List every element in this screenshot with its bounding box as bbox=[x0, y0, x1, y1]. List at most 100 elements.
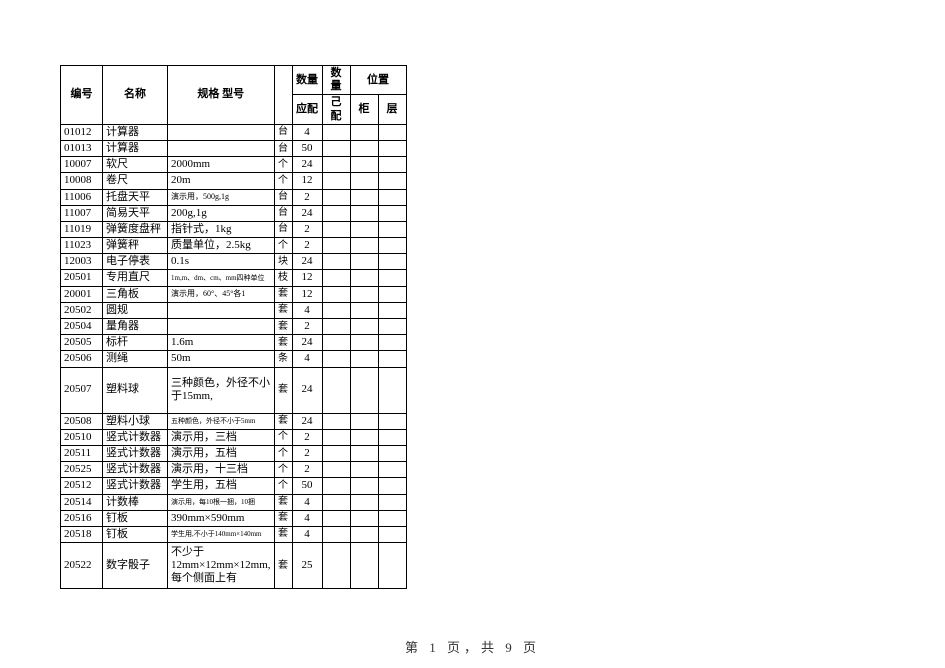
cell-qty2 bbox=[322, 335, 350, 351]
cell-pos2 bbox=[378, 189, 406, 205]
cell-qty2 bbox=[322, 286, 350, 302]
cell-spec: 学生用，五档 bbox=[168, 478, 275, 494]
cell-pos2 bbox=[378, 173, 406, 189]
cell-unit: 个 bbox=[274, 462, 292, 478]
cell-spec: 演示用，十三档 bbox=[168, 462, 275, 478]
cell-pos1 bbox=[350, 189, 378, 205]
cell-qty1: 2 bbox=[292, 462, 322, 478]
table-row: 20507塑料球三种颜色，外径不小于15mm,套24 bbox=[61, 367, 407, 413]
cell-id: 20512 bbox=[61, 478, 103, 494]
cell-qty2 bbox=[322, 173, 350, 189]
cell-pos1 bbox=[350, 205, 378, 221]
cell-pos1 bbox=[350, 221, 378, 237]
table-row: 20522数字骰子不少于12mm×12mm×12mm,每个侧面上有套25 bbox=[61, 543, 407, 589]
cell-id: 20508 bbox=[61, 413, 103, 429]
cell-qty2 bbox=[322, 254, 350, 270]
cell-spec: 演示用，60°、45°各1 bbox=[168, 286, 275, 302]
cell-unit: 块 bbox=[274, 254, 292, 270]
cell-pos1 bbox=[350, 462, 378, 478]
cell-spec: 指针式，1kg bbox=[168, 221, 275, 237]
cell-id: 10007 bbox=[61, 157, 103, 173]
cell-name: 竖式计数器 bbox=[103, 429, 168, 445]
cell-id: 20505 bbox=[61, 335, 103, 351]
cell-spec bbox=[168, 302, 275, 318]
cell-id: 20001 bbox=[61, 286, 103, 302]
cell-spec: 学生用,不小于140mm×140mm bbox=[168, 526, 275, 542]
header-row-1: 编号 名称 规格 型号 数量 数量 位置 bbox=[61, 66, 407, 95]
footer-current: 1 bbox=[429, 640, 440, 655]
cell-qty1: 4 bbox=[292, 351, 322, 367]
cell-pos2 bbox=[378, 367, 406, 413]
table-row: 12003电子停表0.1s块24 bbox=[61, 254, 407, 270]
cell-pos2 bbox=[378, 157, 406, 173]
cell-name: 塑料小球 bbox=[103, 413, 168, 429]
cell-qty2 bbox=[322, 140, 350, 156]
cell-qty1: 4 bbox=[292, 494, 322, 510]
header-qty2: 己配 bbox=[322, 95, 350, 124]
cell-pos1 bbox=[350, 173, 378, 189]
cell-name: 托盘天平 bbox=[103, 189, 168, 205]
cell-name: 塑料球 bbox=[103, 367, 168, 413]
header-spec: 规格 型号 bbox=[168, 66, 275, 125]
cell-spec: 1.6m bbox=[168, 335, 275, 351]
cell-name: 计算器 bbox=[103, 124, 168, 140]
cell-name: 测绳 bbox=[103, 351, 168, 367]
cell-unit: 个 bbox=[274, 429, 292, 445]
cell-pos1 bbox=[350, 124, 378, 140]
cell-unit: 台 bbox=[274, 140, 292, 156]
cell-pos2 bbox=[378, 319, 406, 335]
cell-id: 01013 bbox=[61, 140, 103, 156]
header-qty-group-2: 数量 bbox=[322, 66, 350, 95]
cell-name: 软尺 bbox=[103, 157, 168, 173]
cell-spec: 1m,m、dm、cm、mm四种单位 bbox=[168, 270, 275, 286]
cell-qty2 bbox=[322, 526, 350, 542]
table-row: 20505标杆1.6m套24 bbox=[61, 335, 407, 351]
cell-pos1 bbox=[350, 543, 378, 589]
cell-qty2 bbox=[322, 205, 350, 221]
cell-id: 20504 bbox=[61, 319, 103, 335]
cell-id: 10008 bbox=[61, 173, 103, 189]
cell-pos1 bbox=[350, 413, 378, 429]
cell-unit: 个 bbox=[274, 478, 292, 494]
cell-spec: 五种颜色，外径不小于5mm bbox=[168, 413, 275, 429]
cell-id: 20518 bbox=[61, 526, 103, 542]
cell-qty1: 24 bbox=[292, 335, 322, 351]
cell-qty1: 24 bbox=[292, 254, 322, 270]
cell-qty1: 4 bbox=[292, 302, 322, 318]
cell-qty1: 2 bbox=[292, 238, 322, 254]
table-row: 11019弹簧度盘秤指针式，1kg台2 bbox=[61, 221, 407, 237]
cell-name: 卷尺 bbox=[103, 173, 168, 189]
cell-spec: 390mm×590mm bbox=[168, 510, 275, 526]
cell-id: 20510 bbox=[61, 429, 103, 445]
cell-pos2 bbox=[378, 335, 406, 351]
cell-id: 20511 bbox=[61, 445, 103, 461]
cell-unit: 套 bbox=[274, 335, 292, 351]
cell-spec: 演示用，五档 bbox=[168, 445, 275, 461]
cell-pos1 bbox=[350, 478, 378, 494]
cell-name: 弹簧度盘秤 bbox=[103, 221, 168, 237]
cell-qty2 bbox=[322, 238, 350, 254]
cell-qty1: 2 bbox=[292, 319, 322, 335]
cell-qty1: 12 bbox=[292, 270, 322, 286]
table-row: 11007简易天平200g,1g台24 bbox=[61, 205, 407, 221]
cell-name: 竖式计数器 bbox=[103, 462, 168, 478]
cell-name: 专用直尺 bbox=[103, 270, 168, 286]
cell-id: 12003 bbox=[61, 254, 103, 270]
cell-pos1 bbox=[350, 157, 378, 173]
cell-qty2 bbox=[322, 478, 350, 494]
cell-unit: 套 bbox=[274, 319, 292, 335]
cell-unit: 条 bbox=[274, 351, 292, 367]
cell-spec: 演示用，500g,1g bbox=[168, 189, 275, 205]
cell-spec: 20m bbox=[168, 173, 275, 189]
cell-qty2 bbox=[322, 351, 350, 367]
table-container: 编号 名称 规格 型号 数量 数量 位置 应配 己配 柜 层 01012计算器台… bbox=[60, 65, 407, 589]
cell-pos2 bbox=[378, 221, 406, 237]
cell-name: 钉板 bbox=[103, 510, 168, 526]
cell-qty2 bbox=[322, 494, 350, 510]
cell-name: 计算器 bbox=[103, 140, 168, 156]
cell-qty1: 24 bbox=[292, 413, 322, 429]
header-id: 编号 bbox=[61, 66, 103, 125]
cell-pos2 bbox=[378, 351, 406, 367]
cell-unit: 个 bbox=[274, 173, 292, 189]
table-row: 10007软尺2000mm个24 bbox=[61, 157, 407, 173]
